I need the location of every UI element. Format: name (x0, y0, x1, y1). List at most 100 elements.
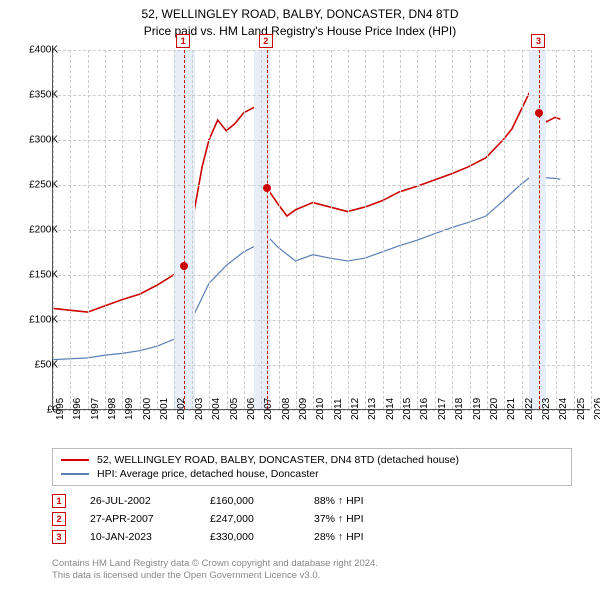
x-axis-label: 2009 (298, 398, 309, 420)
gridline-v (244, 50, 245, 409)
gridline-v (470, 50, 471, 409)
x-axis-label: 2023 (541, 398, 552, 420)
gridline-v (105, 50, 106, 409)
gridline-v (192, 50, 193, 409)
gridline-v (383, 50, 384, 409)
x-axis-label: 1998 (107, 398, 118, 420)
y-axis-label: £50K (35, 360, 58, 371)
event-vline (267, 50, 268, 409)
event-marker-1: 1 (52, 494, 66, 508)
title-block: 52, WELLINGLEY ROAD, BALBY, DONCASTER, D… (0, 0, 600, 40)
footnote: Contains HM Land Registry data © Crown c… (52, 558, 378, 583)
legend-swatch (61, 473, 89, 475)
gridline-h (53, 230, 590, 231)
event-dot (263, 184, 271, 192)
gridline-v (140, 50, 141, 409)
y-axis-label: £100K (29, 315, 58, 326)
x-axis-label: 2026 (593, 398, 600, 420)
x-axis-label: 2017 (437, 398, 448, 420)
event-date: 26-JUL-2002 (90, 495, 186, 507)
gridline-v (522, 50, 523, 409)
y-axis-label: £300K (29, 135, 58, 146)
chart-area (52, 50, 590, 410)
gridline-v (157, 50, 158, 409)
x-axis-label: 2012 (350, 398, 361, 420)
gridline-v (400, 50, 401, 409)
x-axis-label: 2008 (281, 398, 292, 420)
y-axis-label: £200K (29, 225, 58, 236)
gridline-h (53, 95, 590, 96)
legend-label: HPI: Average price, detached house, Donc… (97, 468, 319, 480)
gridline-v (452, 50, 453, 409)
x-axis-label: 2020 (489, 398, 500, 420)
event-row: 2 27-APR-2007 £247,000 37% ↑ HPI (52, 510, 572, 528)
event-marker-3: 3 (52, 530, 66, 544)
gridline-v (313, 50, 314, 409)
gridline-v (417, 50, 418, 409)
y-axis-label: £400K (29, 45, 58, 56)
gridline-v (574, 50, 575, 409)
x-axis-label: 1997 (90, 398, 101, 420)
event-price: £160,000 (210, 495, 290, 507)
legend: 52, WELLINGLEY ROAD, BALBY, DONCASTER, D… (52, 448, 572, 486)
gridline-h (53, 320, 590, 321)
series-property (53, 93, 560, 312)
gridline-v (122, 50, 123, 409)
event-vline (184, 50, 185, 409)
x-axis-label: 1995 (55, 398, 66, 420)
x-axis-label: 2016 (419, 398, 430, 420)
title-line1: 52, WELLINGLEY ROAD, BALBY, DONCASTER, D… (0, 6, 600, 23)
x-axis-label: 2007 (263, 398, 274, 420)
gridline-h (53, 275, 590, 276)
series-hpi (53, 174, 560, 360)
event-marker-2: 2 (52, 512, 66, 526)
x-axis-label: 2002 (176, 398, 187, 420)
x-axis-label: 2006 (246, 398, 257, 420)
event-dot (535, 109, 543, 117)
gridline-h (53, 140, 590, 141)
gridline-v (435, 50, 436, 409)
event-date: 27-APR-2007 (90, 513, 186, 525)
event-marker-chart: 3 (531, 34, 545, 48)
event-row: 3 10-JAN-2023 £330,000 28% ↑ HPI (52, 528, 572, 546)
x-axis-label: 2015 (402, 398, 413, 420)
gridline-v (556, 50, 557, 409)
chart-container: 52, WELLINGLEY ROAD, BALBY, DONCASTER, D… (0, 0, 600, 590)
event-price: £247,000 (210, 513, 290, 525)
legend-swatch (61, 459, 89, 461)
legend-row-hpi: HPI: Average price, detached house, Donc… (61, 467, 563, 481)
event-price: £330,000 (210, 531, 290, 543)
gridline-v (209, 50, 210, 409)
event-pct: 28% ↑ HPI (314, 531, 404, 543)
legend-row-property: 52, WELLINGLEY ROAD, BALBY, DONCASTER, D… (61, 453, 563, 467)
footnote-line2: This data is licensed under the Open Gov… (52, 570, 378, 582)
y-axis-label: £350K (29, 90, 58, 101)
legend-label: 52, WELLINGLEY ROAD, BALBY, DONCASTER, D… (97, 454, 459, 466)
event-marker-chart: 2 (259, 34, 273, 48)
x-axis-label: 1999 (124, 398, 135, 420)
gridline-v (296, 50, 297, 409)
y-axis-label: £250K (29, 180, 58, 191)
x-axis-label: 2005 (229, 398, 240, 420)
x-axis-label: 2013 (367, 398, 378, 420)
x-axis-label: 2022 (524, 398, 535, 420)
event-vline (539, 50, 540, 409)
x-axis-label: 2003 (194, 398, 205, 420)
event-pct: 88% ↑ HPI (314, 495, 404, 507)
gridline-v (487, 50, 488, 409)
x-axis-label: 2019 (472, 398, 483, 420)
gridline-v (70, 50, 71, 409)
x-axis-label: 2018 (454, 398, 465, 420)
gridline-v (261, 50, 262, 409)
event-dot (180, 262, 188, 270)
event-row: 1 26-JUL-2002 £160,000 88% ↑ HPI (52, 492, 572, 510)
gridline-v (348, 50, 349, 409)
x-axis-label: 1996 (72, 398, 83, 420)
gridline-h (53, 185, 590, 186)
gridline-v (504, 50, 505, 409)
gridline-v (279, 50, 280, 409)
event-marker-chart: 1 (176, 34, 190, 48)
x-axis-label: 2021 (506, 398, 517, 420)
x-axis-label: 2010 (315, 398, 326, 420)
x-axis-label: 2014 (385, 398, 396, 420)
